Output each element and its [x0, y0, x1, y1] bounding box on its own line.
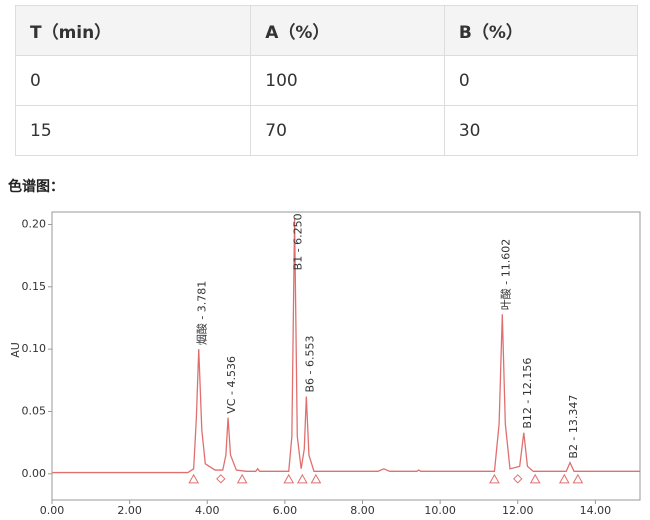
- peak-label: B1 - 6.250: [292, 213, 305, 270]
- trace: [52, 218, 640, 474]
- integration-mark: [188, 473, 200, 484]
- header-cell: T（min）: [14, 5, 252, 56]
- integration-mark: [236, 473, 248, 484]
- cell: 70: [250, 105, 445, 156]
- cell: 30: [443, 105, 639, 156]
- x-tick-label: 2.00: [117, 504, 142, 517]
- peak-label: B6 - 6.553: [303, 336, 316, 393]
- y-tick-label: 0.05: [22, 404, 47, 417]
- cell: 0: [14, 55, 252, 106]
- integration-mark: [558, 473, 570, 484]
- peak-label: 叶酸 - 11.602: [498, 239, 512, 310]
- integration-mark: [310, 473, 322, 484]
- integration-mark: [296, 473, 308, 484]
- x-tick-label: 0.00: [40, 504, 65, 517]
- integration-mark: [513, 474, 523, 484]
- x-tick-label: 10.00: [424, 504, 456, 517]
- integration-mark: [572, 473, 584, 484]
- x-tick-label: 6.00: [273, 504, 298, 517]
- x-tick-label: 4.00: [195, 504, 220, 517]
- x-tick-label: 14.00: [580, 504, 612, 517]
- y-tick-label: 0.00: [22, 467, 47, 480]
- integration-mark: [529, 473, 541, 484]
- peak-label: VC - 4.536: [225, 356, 238, 414]
- x-tick-label: 8.00: [350, 504, 375, 517]
- y-tick-label: 0.15: [22, 280, 47, 293]
- y-tick-label: 0.20: [22, 217, 47, 230]
- integration-mark: [283, 473, 295, 484]
- y-tick-label: 0.10: [22, 342, 47, 355]
- integration-mark: [216, 474, 226, 484]
- header-row: T（min） A（%） B（%）: [14, 5, 639, 56]
- integration-mark: [489, 473, 500, 484]
- peak-label: 烟酸 - 3.781: [195, 281, 209, 345]
- row: 0 100 0: [14, 55, 639, 106]
- cell: 15: [14, 105, 252, 156]
- y-axis-label: AU: [9, 342, 22, 358]
- section-label: 色谱图：: [8, 179, 64, 195]
- cell: 0: [443, 55, 639, 106]
- peak-label: B12 - 12.156: [521, 358, 534, 429]
- x-tick-label: 12.00: [502, 504, 534, 517]
- gradient-table: T（min） A（%） B（%） 0 100 0 15 70 30: [14, 5, 639, 156]
- row: 15 70 30: [14, 105, 639, 156]
- peak-label: B2 - 13.347: [567, 395, 580, 459]
- plot-frame: [51, 211, 641, 501]
